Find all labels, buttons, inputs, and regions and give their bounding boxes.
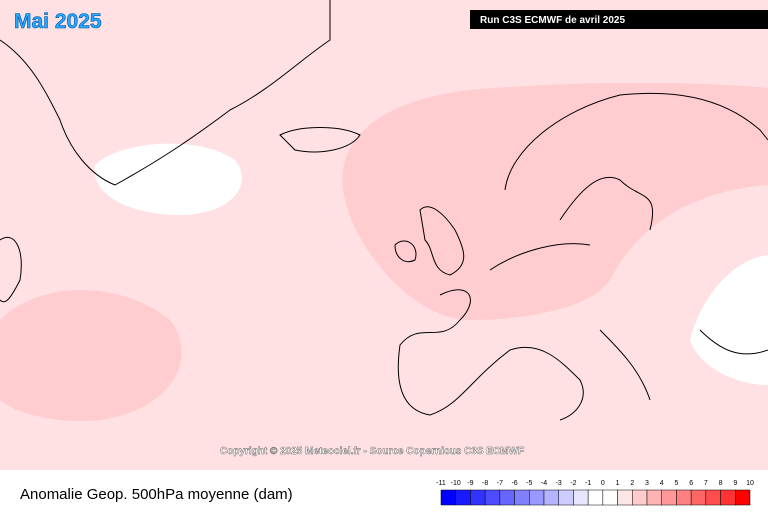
- legend-label: 5: [674, 480, 678, 487]
- legend-swatch: [499, 489, 515, 506]
- legend-label: -5: [526, 480, 532, 487]
- run-label: Run C3S ECMWF de avril 2025: [480, 15, 625, 26]
- legend-swatch: [484, 489, 501, 506]
- legend-label: 6: [689, 480, 693, 487]
- legend-swatch: [720, 489, 736, 506]
- legend-swatch: [455, 489, 471, 506]
- anomaly-zone: [342, 82, 768, 321]
- legend-label: 8: [719, 480, 723, 487]
- legend-swatch: [543, 489, 559, 506]
- legend-label: 3: [645, 480, 649, 487]
- legend-label: 1: [616, 480, 620, 487]
- legend-label: -3: [556, 480, 562, 487]
- legend-swatch: [558, 489, 574, 506]
- legend-label: -2: [570, 480, 576, 487]
- legend-swatch: [617, 489, 633, 506]
- legend-swatch: [705, 489, 721, 506]
- legend-swatch: [661, 489, 677, 506]
- legend-label: -1: [585, 480, 591, 487]
- legend-swatch: [573, 489, 589, 506]
- legend-label: 4: [660, 480, 664, 487]
- legend-label: 2: [630, 480, 634, 487]
- legend-swatch: [470, 489, 486, 506]
- legend-label: 7: [704, 480, 708, 487]
- legend-swatch: [676, 489, 692, 506]
- legend-label: -4: [541, 480, 547, 487]
- map-title: Mai 2025: [14, 10, 102, 33]
- legend-label: 0: [601, 480, 605, 487]
- legend-label: -10: [451, 480, 461, 487]
- legend-swatch: [735, 489, 751, 506]
- legend-label: 9: [733, 480, 737, 487]
- legend-label: -7: [497, 480, 503, 487]
- coastline: [0, 237, 22, 303]
- color-legend: -11 -10 -9 -8 -7 -6 -5 -4 -3 -2 -1 0 1 2 3 4 5 6 7 8 9 10: [436, 480, 754, 506]
- legend-swatch: [440, 489, 456, 506]
- copyright: Copyright © 2025 Meteociel.fr - Source C…: [220, 446, 524, 457]
- anomaly-zone: [94, 143, 242, 215]
- legend-label: 10: [746, 480, 754, 487]
- anomaly-zone: [690, 255, 768, 385]
- coastline: [394, 206, 465, 276]
- coastline: [0, 0, 331, 186]
- legend-label: -8: [482, 480, 488, 487]
- legend-swatch: [632, 489, 648, 506]
- legend-swatch: [690, 489, 707, 506]
- coastline: [397, 243, 768, 421]
- legend-swatch: [646, 489, 662, 506]
- legend-swatch: [529, 489, 545, 506]
- legend-swatch: [514, 489, 530, 506]
- run-banner: [470, 10, 768, 29]
- legend-label: -9: [467, 480, 473, 487]
- legend-swatch: [587, 489, 604, 506]
- legend-label: -11: [436, 480, 446, 487]
- caption: Anomalie Geop. 500hPa moyenne (dam): [20, 486, 293, 503]
- coastline: [279, 127, 361, 153]
- legend-swatch: [602, 489, 618, 506]
- anomaly-zone: [0, 290, 182, 421]
- legend-label: -6: [511, 480, 517, 487]
- coastline: [504, 92, 768, 231]
